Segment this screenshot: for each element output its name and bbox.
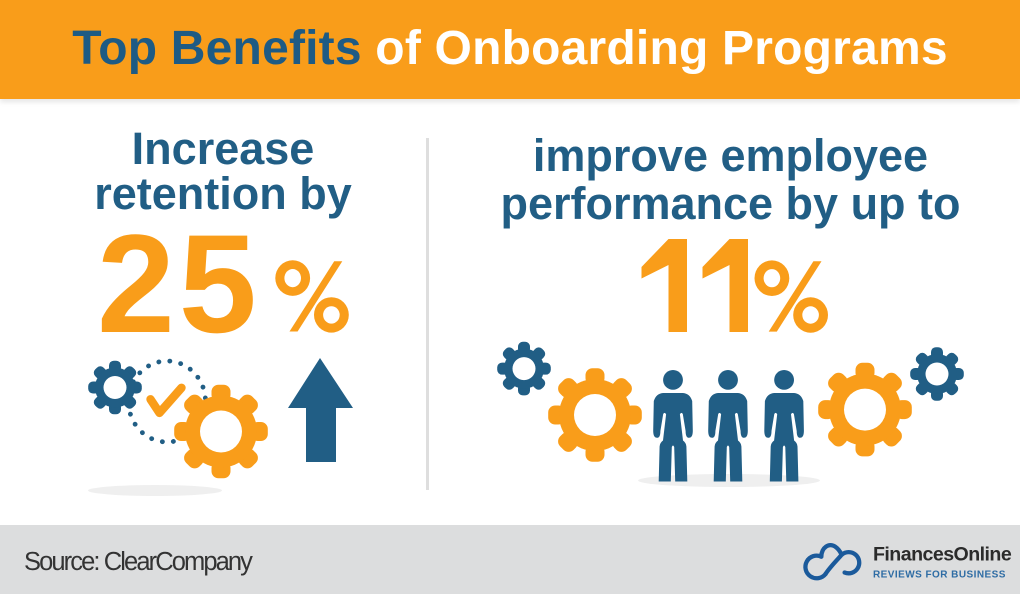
svg-text:REVIEWS FOR BUSINESS: REVIEWS FOR BUSINESS	[873, 569, 1006, 580]
svg-text:FinancesOnline: FinancesOnline	[873, 544, 1012, 566]
